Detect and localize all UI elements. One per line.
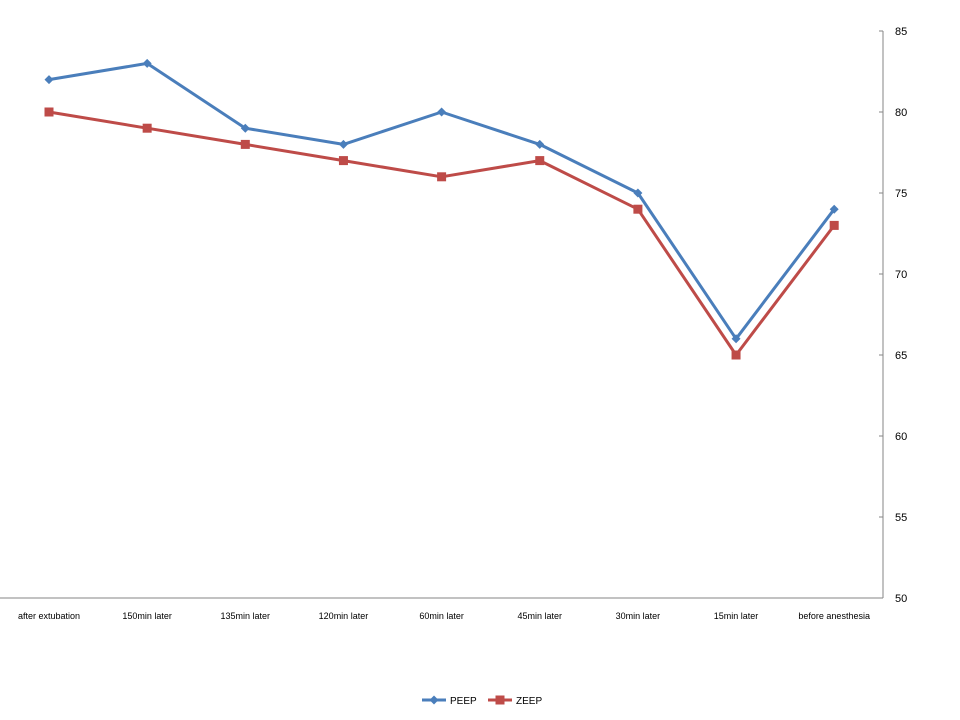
data-point-peep	[829, 204, 839, 214]
x-tick-label: 120min later	[319, 611, 369, 621]
legend-label-zeep: ZEEP	[516, 696, 542, 707]
x-tick-label: 150min later	[122, 611, 172, 621]
data-point-peep	[142, 58, 152, 68]
y-tick-label: 70	[895, 269, 907, 281]
data-point-zeep	[338, 156, 348, 166]
series-line-peep	[48, 61, 836, 341]
series-layer	[44, 58, 839, 360]
data-point-peep	[437, 107, 447, 117]
data-point-zeep	[535, 156, 545, 166]
data-point-peep	[338, 139, 348, 149]
y-tick-label: 85	[895, 26, 907, 38]
series-zeep	[44, 107, 839, 360]
y-tick-label: 60	[895, 431, 907, 443]
x-tick-label: 60min later	[419, 611, 464, 621]
legend-item-peep: PEEP	[422, 695, 477, 707]
x-tick-label: after extubation	[18, 611, 80, 621]
legend: PEEP ZEEP	[422, 695, 542, 707]
x-tick-label: before anesthesia	[798, 611, 870, 621]
y-tick-label: 50	[895, 593, 907, 605]
data-point-peep	[44, 75, 54, 85]
x-tick-label: 45min later	[517, 611, 562, 621]
legend-item-zeep: ZEEP	[488, 695, 542, 707]
data-point-zeep	[437, 172, 447, 182]
x-tick-label: 30min later	[616, 611, 661, 621]
data-point-zeep	[44, 107, 54, 117]
legend-label-peep: PEEP	[450, 696, 477, 707]
y-tick-label: 75	[895, 188, 907, 200]
data-point-peep	[535, 139, 545, 149]
x-tick-label: 135min later	[221, 611, 271, 621]
y-tick-label: 65	[895, 350, 907, 362]
y-tick-label: 55	[895, 512, 907, 524]
legend-marker-zeep	[495, 695, 505, 705]
data-point-zeep	[829, 220, 839, 230]
x-tick-label: 15min later	[714, 611, 759, 621]
legend-marker-peep	[429, 695, 439, 705]
axes	[0, 31, 884, 599]
series-line-zeep	[48, 110, 836, 357]
data-point-peep	[240, 123, 250, 133]
data-point-peep	[633, 188, 643, 198]
data-point-zeep	[142, 123, 152, 133]
data-point-zeep	[633, 204, 643, 214]
y-tick-label: 80	[895, 107, 907, 119]
data-point-zeep	[731, 350, 741, 360]
data-point-peep	[731, 334, 741, 344]
x-axis-labels: after extubation 150min later 135min later…	[18, 611, 870, 621]
series-peep	[44, 58, 839, 344]
y-axis-ticks: 50 55 60 65 70 75 80 85	[879, 26, 907, 605]
data-point-zeep	[240, 139, 250, 149]
